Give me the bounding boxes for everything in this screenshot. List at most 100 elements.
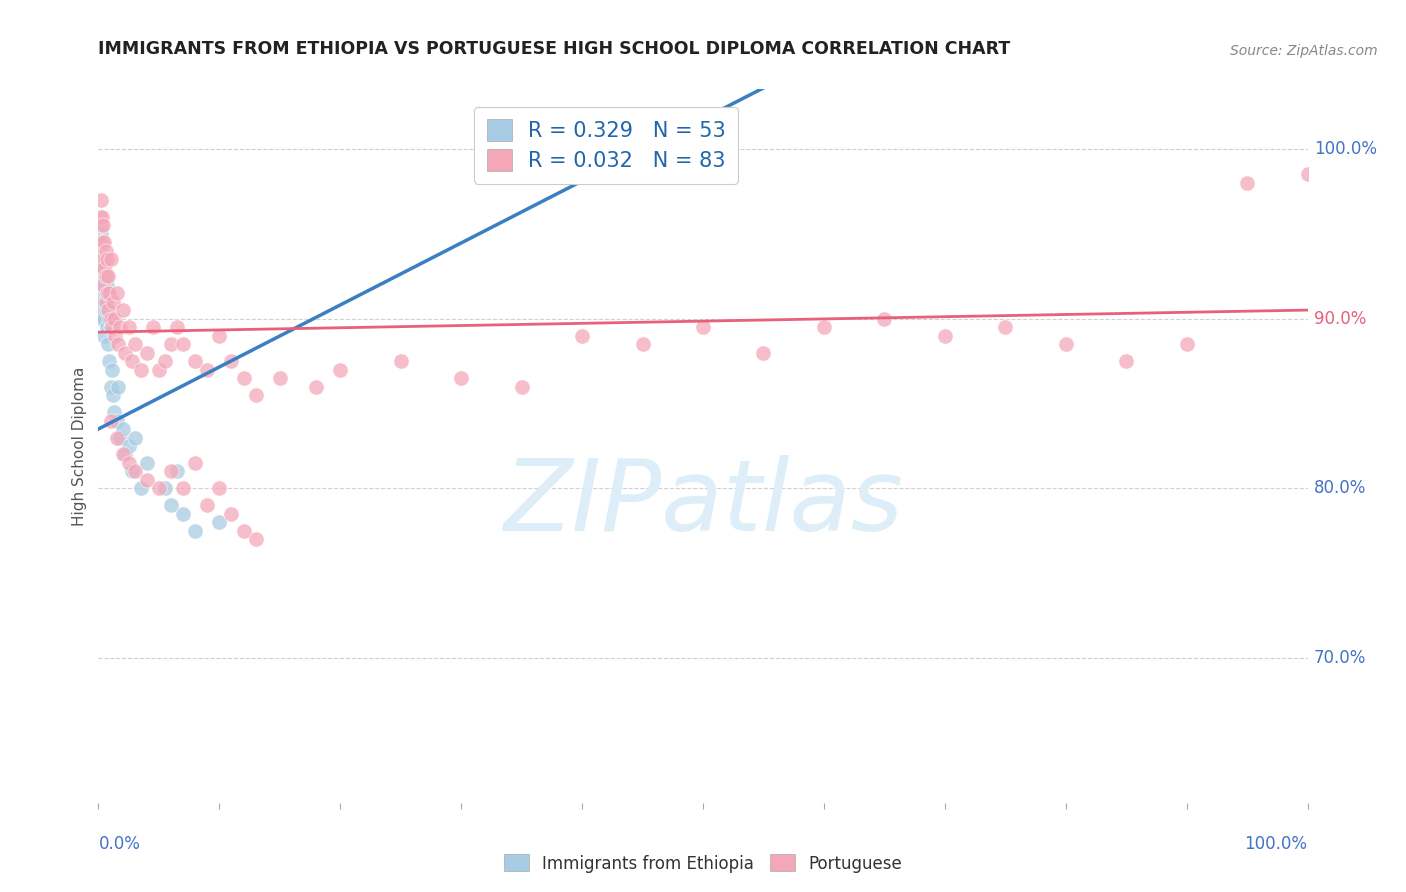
Point (114, 448, 136, 462)
Point (124, 430, 146, 444)
Point (93, 294, 115, 309)
Point (91, 277, 114, 292)
Point (90, 269, 112, 284)
Point (153, 354, 176, 368)
Point (100, 320, 122, 334)
Point (93, 328, 115, 343)
Point (90, 286, 112, 301)
Point (135, 456, 157, 470)
Point (148, 482, 170, 496)
Point (103, 405, 125, 419)
Point (91, 277, 114, 292)
Point (172, 507, 194, 521)
Point (94, 294, 117, 309)
Legend: Immigrants from Ethiopia, Portuguese: Immigrants from Ethiopia, Portuguese (496, 847, 910, 880)
Point (105, 413, 128, 427)
Point (160, 499, 183, 513)
Point (107, 337, 129, 351)
Point (142, 320, 165, 334)
Point (135, 473, 157, 487)
Point (329, 362, 352, 376)
Point (108, 430, 131, 444)
Point (166, 320, 188, 334)
Point (631, 337, 654, 351)
Point (934, 328, 956, 343)
Point (108, 320, 131, 334)
Point (994, 320, 1017, 334)
Point (93, 235, 115, 249)
Point (195, 362, 218, 376)
Point (1115, 354, 1137, 368)
Point (129, 482, 152, 496)
Text: 100.0%: 100.0% (1313, 140, 1376, 158)
Point (166, 465, 188, 479)
Point (104, 328, 127, 343)
Point (105, 430, 128, 444)
Point (111, 422, 134, 436)
Point (571, 328, 593, 343)
Point (124, 465, 146, 479)
Point (245, 533, 267, 547)
Point (107, 379, 129, 393)
Point (93, 260, 115, 275)
Point (160, 337, 183, 351)
Point (90, 218, 112, 232)
Point (97, 303, 120, 318)
Point (89, 294, 111, 309)
Point (93, 277, 115, 292)
Point (90, 244, 112, 258)
Point (100, 252, 122, 266)
Point (96, 320, 118, 334)
Point (91, 269, 114, 284)
Text: Source: ZipAtlas.com: Source: ZipAtlas.com (1230, 44, 1378, 58)
Text: ZIPatlas: ZIPatlas (503, 455, 903, 551)
Point (160, 465, 183, 479)
Point (90, 303, 112, 318)
Point (100, 379, 122, 393)
Y-axis label: High School Diploma: High School Diploma (72, 367, 87, 525)
Point (450, 371, 472, 385)
Point (97, 286, 120, 301)
Point (97, 269, 120, 284)
Point (153, 482, 176, 496)
Point (91, 252, 114, 266)
Point (221, 507, 243, 521)
Point (98, 286, 121, 301)
Point (121, 465, 143, 479)
Point (96, 286, 118, 301)
Point (100, 362, 122, 376)
Point (873, 311, 896, 326)
Point (94, 286, 117, 301)
Point (101, 388, 124, 402)
Point (118, 320, 141, 334)
Point (245, 388, 267, 402)
Point (91, 252, 114, 266)
Point (98, 311, 121, 326)
Point (91, 235, 114, 249)
Point (90, 252, 112, 266)
Point (98, 354, 121, 368)
Point (1175, 337, 1198, 351)
Point (96, 277, 118, 292)
Point (89, 277, 111, 292)
Point (232, 371, 254, 385)
Legend: R = 0.329   N = 53, R = 0.032   N = 83: R = 0.329 N = 53, R = 0.032 N = 83 (474, 107, 738, 184)
Point (118, 439, 141, 453)
Point (1296, 167, 1319, 181)
Point (93, 311, 115, 326)
Point (91, 311, 114, 326)
Point (208, 328, 231, 343)
Point (91, 244, 114, 258)
Point (129, 362, 152, 376)
Point (195, 499, 218, 513)
Point (510, 379, 533, 393)
Text: 90.0%: 90.0% (1313, 310, 1367, 327)
Point (184, 524, 207, 538)
Point (1236, 176, 1258, 190)
Point (91, 294, 114, 309)
Point (232, 524, 254, 538)
Point (305, 379, 328, 393)
Point (813, 320, 835, 334)
Point (96, 252, 118, 266)
Text: IMMIGRANTS FROM ETHIOPIA VS PORTUGUESE HIGH SCHOOL DIPLOMA CORRELATION CHART: IMMIGRANTS FROM ETHIOPIA VS PORTUGUESE H… (98, 40, 1011, 58)
